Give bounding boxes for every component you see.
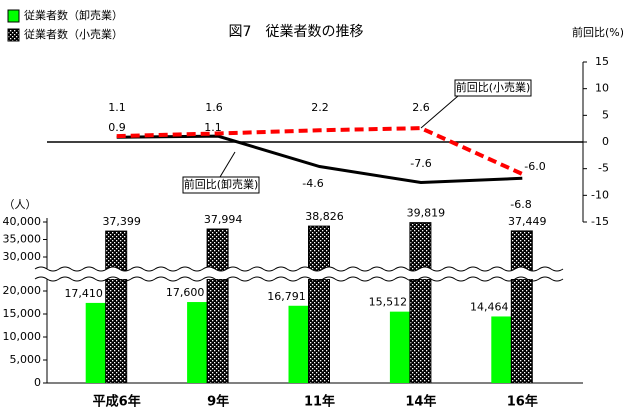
- bar: [389, 311, 411, 383]
- bar-value-label: 17,410: [64, 287, 103, 300]
- bar-value-label: 37,399: [102, 215, 141, 228]
- callout-leader: [219, 151, 236, 178]
- line: [116, 126, 524, 176]
- bar: [85, 302, 107, 383]
- bar-value-label: 37,994: [204, 213, 243, 226]
- x-tick-label: 9年: [207, 394, 229, 410]
- x-tick-label: 11年: [304, 394, 335, 410]
- y2-tick-label: -5: [598, 162, 609, 175]
- line-value-label: 2.2: [311, 101, 329, 114]
- y-tick-label: 5,000: [10, 353, 42, 366]
- y-tick-label: 35,000: [3, 233, 42, 246]
- line-value-label: 2.6: [412, 101, 430, 114]
- line-value-label: 1.6: [205, 101, 223, 114]
- bar: [308, 225, 330, 384]
- y-axis-label: （人）: [4, 198, 37, 211]
- bar: [187, 302, 209, 383]
- y2-tick-label: 5: [602, 108, 609, 121]
- bar: [288, 305, 310, 383]
- y2-tick-label: 10: [595, 82, 609, 95]
- y-tick-label: 0: [34, 376, 41, 389]
- y-tick-label: 20,000: [3, 284, 42, 297]
- axis-break: [35, 267, 563, 279]
- callout-box: [182, 176, 260, 194]
- line-value-label: 0.9: [108, 121, 126, 134]
- y2-tick-label: 0: [602, 135, 609, 148]
- y-tick-label: 15,000: [3, 307, 42, 320]
- bar: [206, 228, 229, 384]
- bar-value-label: 37,449: [508, 215, 547, 228]
- legend-label: 従業者数（卸売業）: [24, 8, 123, 22]
- bar-value-label: 17,600: [166, 286, 205, 299]
- y-tick-label: 10,000: [3, 330, 42, 343]
- bar: [491, 316, 513, 383]
- x-tick-label: 14年: [405, 394, 436, 410]
- line-value-label: -4.6: [302, 177, 323, 190]
- legend-label: 従業者数（小売業）: [24, 28, 123, 41]
- bar-value-label: 15,512: [369, 296, 408, 309]
- line-value-label: -6.0: [524, 160, 545, 173]
- line-value-label: -6.8: [510, 198, 531, 211]
- y-tick-label: 40,000: [3, 215, 42, 228]
- bar-value-label: 16,791: [267, 290, 306, 303]
- legend-swatch: [7, 28, 20, 42]
- line: [116, 134, 523, 185]
- axis-break-edge: [34, 266, 564, 272]
- bar-value-label: 14,464: [470, 300, 509, 313]
- x-tick-label: 16年: [507, 394, 538, 410]
- bar: [510, 230, 533, 384]
- series-callout: 前回比(卸売業): [184, 177, 259, 191]
- y2-tick-label: 15: [595, 55, 609, 68]
- bar: [105, 230, 128, 384]
- legend-swatch: [7, 9, 20, 23]
- series-callout: 前回比(小売業): [456, 80, 531, 94]
- line-value-label: 1.1: [204, 121, 222, 134]
- y-tick-label: 30,000: [3, 250, 42, 263]
- y2-axis-label: 前回比(%): [572, 25, 623, 39]
- x-tick-label: 平成6年: [93, 394, 141, 410]
- line-value-label: -7.6: [410, 157, 431, 170]
- chart-title: 図7 従業者数の推移: [229, 24, 364, 40]
- bar-value-label: 39,819: [407, 207, 446, 220]
- callout-leader: [420, 95, 459, 129]
- bar-value-label: 38,826: [305, 210, 344, 223]
- callout-box: [454, 79, 532, 97]
- y2-tick-label: -10: [591, 188, 609, 201]
- y2-tick-label: -15: [591, 215, 609, 228]
- line-value-label: 1.1: [108, 101, 126, 114]
- bar: [409, 222, 432, 384]
- axis-break-edge: [34, 276, 564, 282]
